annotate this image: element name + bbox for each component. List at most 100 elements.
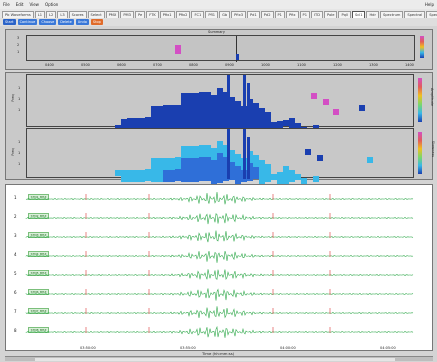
waveform-trace[interactable] — [26, 192, 414, 206]
summary-xtick: 0500 — [81, 63, 90, 67]
heatmap-cell — [169, 164, 175, 170]
heatmap-cell — [259, 108, 265, 114]
menu-edit[interactable]: Edit — [13, 2, 27, 7]
waveform-trace[interactable] — [26, 249, 414, 263]
horizontal-scrollbar[interactable] — [5, 356, 433, 361]
menu-option[interactable]: Option — [42, 2, 61, 7]
summary-xtick: 0900 — [225, 63, 234, 67]
heatmap-cell — [181, 170, 187, 176]
heatmap-cell — [199, 145, 205, 151]
waveform-trace[interactable] — [26, 230, 414, 244]
heatmap-event — [367, 157, 373, 163]
toolbar-button-start[interactable]: Start — [3, 19, 16, 25]
tab-4[interactable]: Scores — [69, 11, 87, 18]
toolbar-button-delete[interactable]: Delete — [58, 19, 74, 25]
toolbar-button-stop[interactable]: Stop — [91, 19, 103, 25]
heatmap-cell — [181, 146, 187, 152]
heatmap-cell — [169, 176, 175, 182]
channel-label: 6 — [14, 290, 17, 295]
heatmap-cell — [157, 106, 163, 112]
heatmap-cell — [259, 166, 265, 172]
tab-16[interactable]: Pd1 — [247, 11, 260, 18]
tab-1[interactable]: L1 — [35, 11, 45, 18]
waveform-trace[interactable] — [26, 287, 414, 301]
scrollbar-thumb[interactable] — [35, 358, 395, 361]
menu-view[interactable]: View — [26, 2, 42, 7]
tab-6[interactable]: PMX — [106, 11, 120, 18]
heatmap-spike — [247, 83, 250, 128]
heatmap-cell — [187, 93, 193, 99]
tab-20[interactable]: P1 — [300, 11, 310, 18]
tab-27[interactable]: Spectral — [404, 11, 425, 18]
tab-23[interactable]: Pqll — [338, 11, 350, 18]
heatmap-cell — [235, 160, 241, 166]
summary-plot[interactable] — [26, 35, 415, 61]
tab-15[interactable]: Pfix3 — [231, 11, 246, 18]
summary-event-blue[interactable] — [236, 54, 239, 60]
tab-21[interactable]: ITD — [311, 11, 323, 18]
heatmap-cell — [235, 113, 241, 119]
tab-7[interactable]: PM3 — [120, 11, 134, 18]
heatmap-cell — [259, 114, 265, 120]
tab-5[interactable]: Select — [88, 11, 105, 18]
summary-xtick: 1000 — [261, 63, 270, 67]
heatmap-cell — [139, 170, 145, 176]
beam-plot-bottom[interactable] — [26, 128, 414, 178]
tab-17[interactable]: Pd2 — [261, 11, 274, 18]
tab-14[interactable]: Gb — [219, 11, 230, 18]
toolbar-button-choose[interactable]: Choose — [39, 19, 56, 25]
heatmap-cell — [193, 158, 199, 164]
heatmap-cell — [169, 158, 175, 164]
tab-22[interactable]: Pole — [324, 11, 337, 18]
heatmap-cell — [187, 111, 193, 117]
heatmap-cell — [211, 113, 217, 119]
tab-11[interactable]: Pfix2 — [176, 11, 191, 18]
heatmap-cell — [193, 105, 199, 111]
tab-13[interactable]: Pfl1 — [205, 11, 218, 18]
heatmap-spike — [227, 75, 230, 128]
tab-12[interactable]: FC1 — [191, 11, 204, 18]
heatmap-cell — [163, 105, 169, 111]
menu-file[interactable]: File — [0, 2, 13, 7]
tab-28[interactable]: Spectral — [426, 11, 437, 18]
tab-0[interactable]: Pb Waveforms — [2, 11, 34, 18]
heatmap-cell — [175, 157, 181, 163]
heatmap-cell — [193, 152, 199, 158]
heatmap-cell — [217, 147, 223, 153]
toolbar-button-continue[interactable]: Continue — [18, 19, 38, 25]
tab-2[interactable]: L2 — [46, 11, 56, 18]
tab-3[interactable]: L3 — [57, 11, 67, 18]
heatmap-spike — [247, 137, 250, 179]
heatmap-cell — [217, 177, 223, 183]
toolbar-button-undo[interactable]: Undo — [76, 19, 89, 25]
heatmap-cell — [205, 151, 211, 157]
heatmap-cell — [175, 117, 181, 123]
tab-9[interactable]: FTK — [146, 11, 159, 18]
tab-8[interactable]: Pe — [135, 11, 145, 18]
heatmap-cell — [205, 92, 211, 98]
tab-24[interactable]: Scl1 — [352, 11, 366, 18]
waveform-trace[interactable] — [26, 306, 414, 320]
heatmap-cell — [115, 170, 121, 176]
tab-25[interactable]: Hdr — [366, 11, 378, 18]
waveform-trace[interactable] — [26, 325, 414, 339]
summary-event-pink[interactable] — [175, 45, 181, 54]
heatmap-cell — [253, 103, 259, 109]
tab-18[interactable]: P1 — [275, 11, 285, 18]
menu-help[interactable]: Help — [422, 2, 437, 7]
waveform-path — [26, 288, 413, 300]
heatmap-cell — [151, 158, 157, 164]
summary-xtick: 0700 — [153, 63, 162, 67]
beam-plot-top[interactable] — [26, 74, 414, 127]
tab-19[interactable]: Pfix — [286, 11, 299, 18]
waveform-trace[interactable] — [26, 211, 414, 225]
heatmap-cell — [157, 158, 163, 164]
heatmap-cell — [265, 118, 271, 124]
heatmap-cell — [127, 118, 133, 124]
waveform-trace[interactable] — [26, 268, 414, 282]
heatmap-cell — [211, 107, 217, 113]
heatmap-event — [311, 93, 317, 99]
summary-xtick: 0800 — [189, 63, 198, 67]
tab-26[interactable]: Spectrum — [380, 11, 403, 18]
tab-10[interactable]: Pfix1 — [160, 11, 175, 18]
